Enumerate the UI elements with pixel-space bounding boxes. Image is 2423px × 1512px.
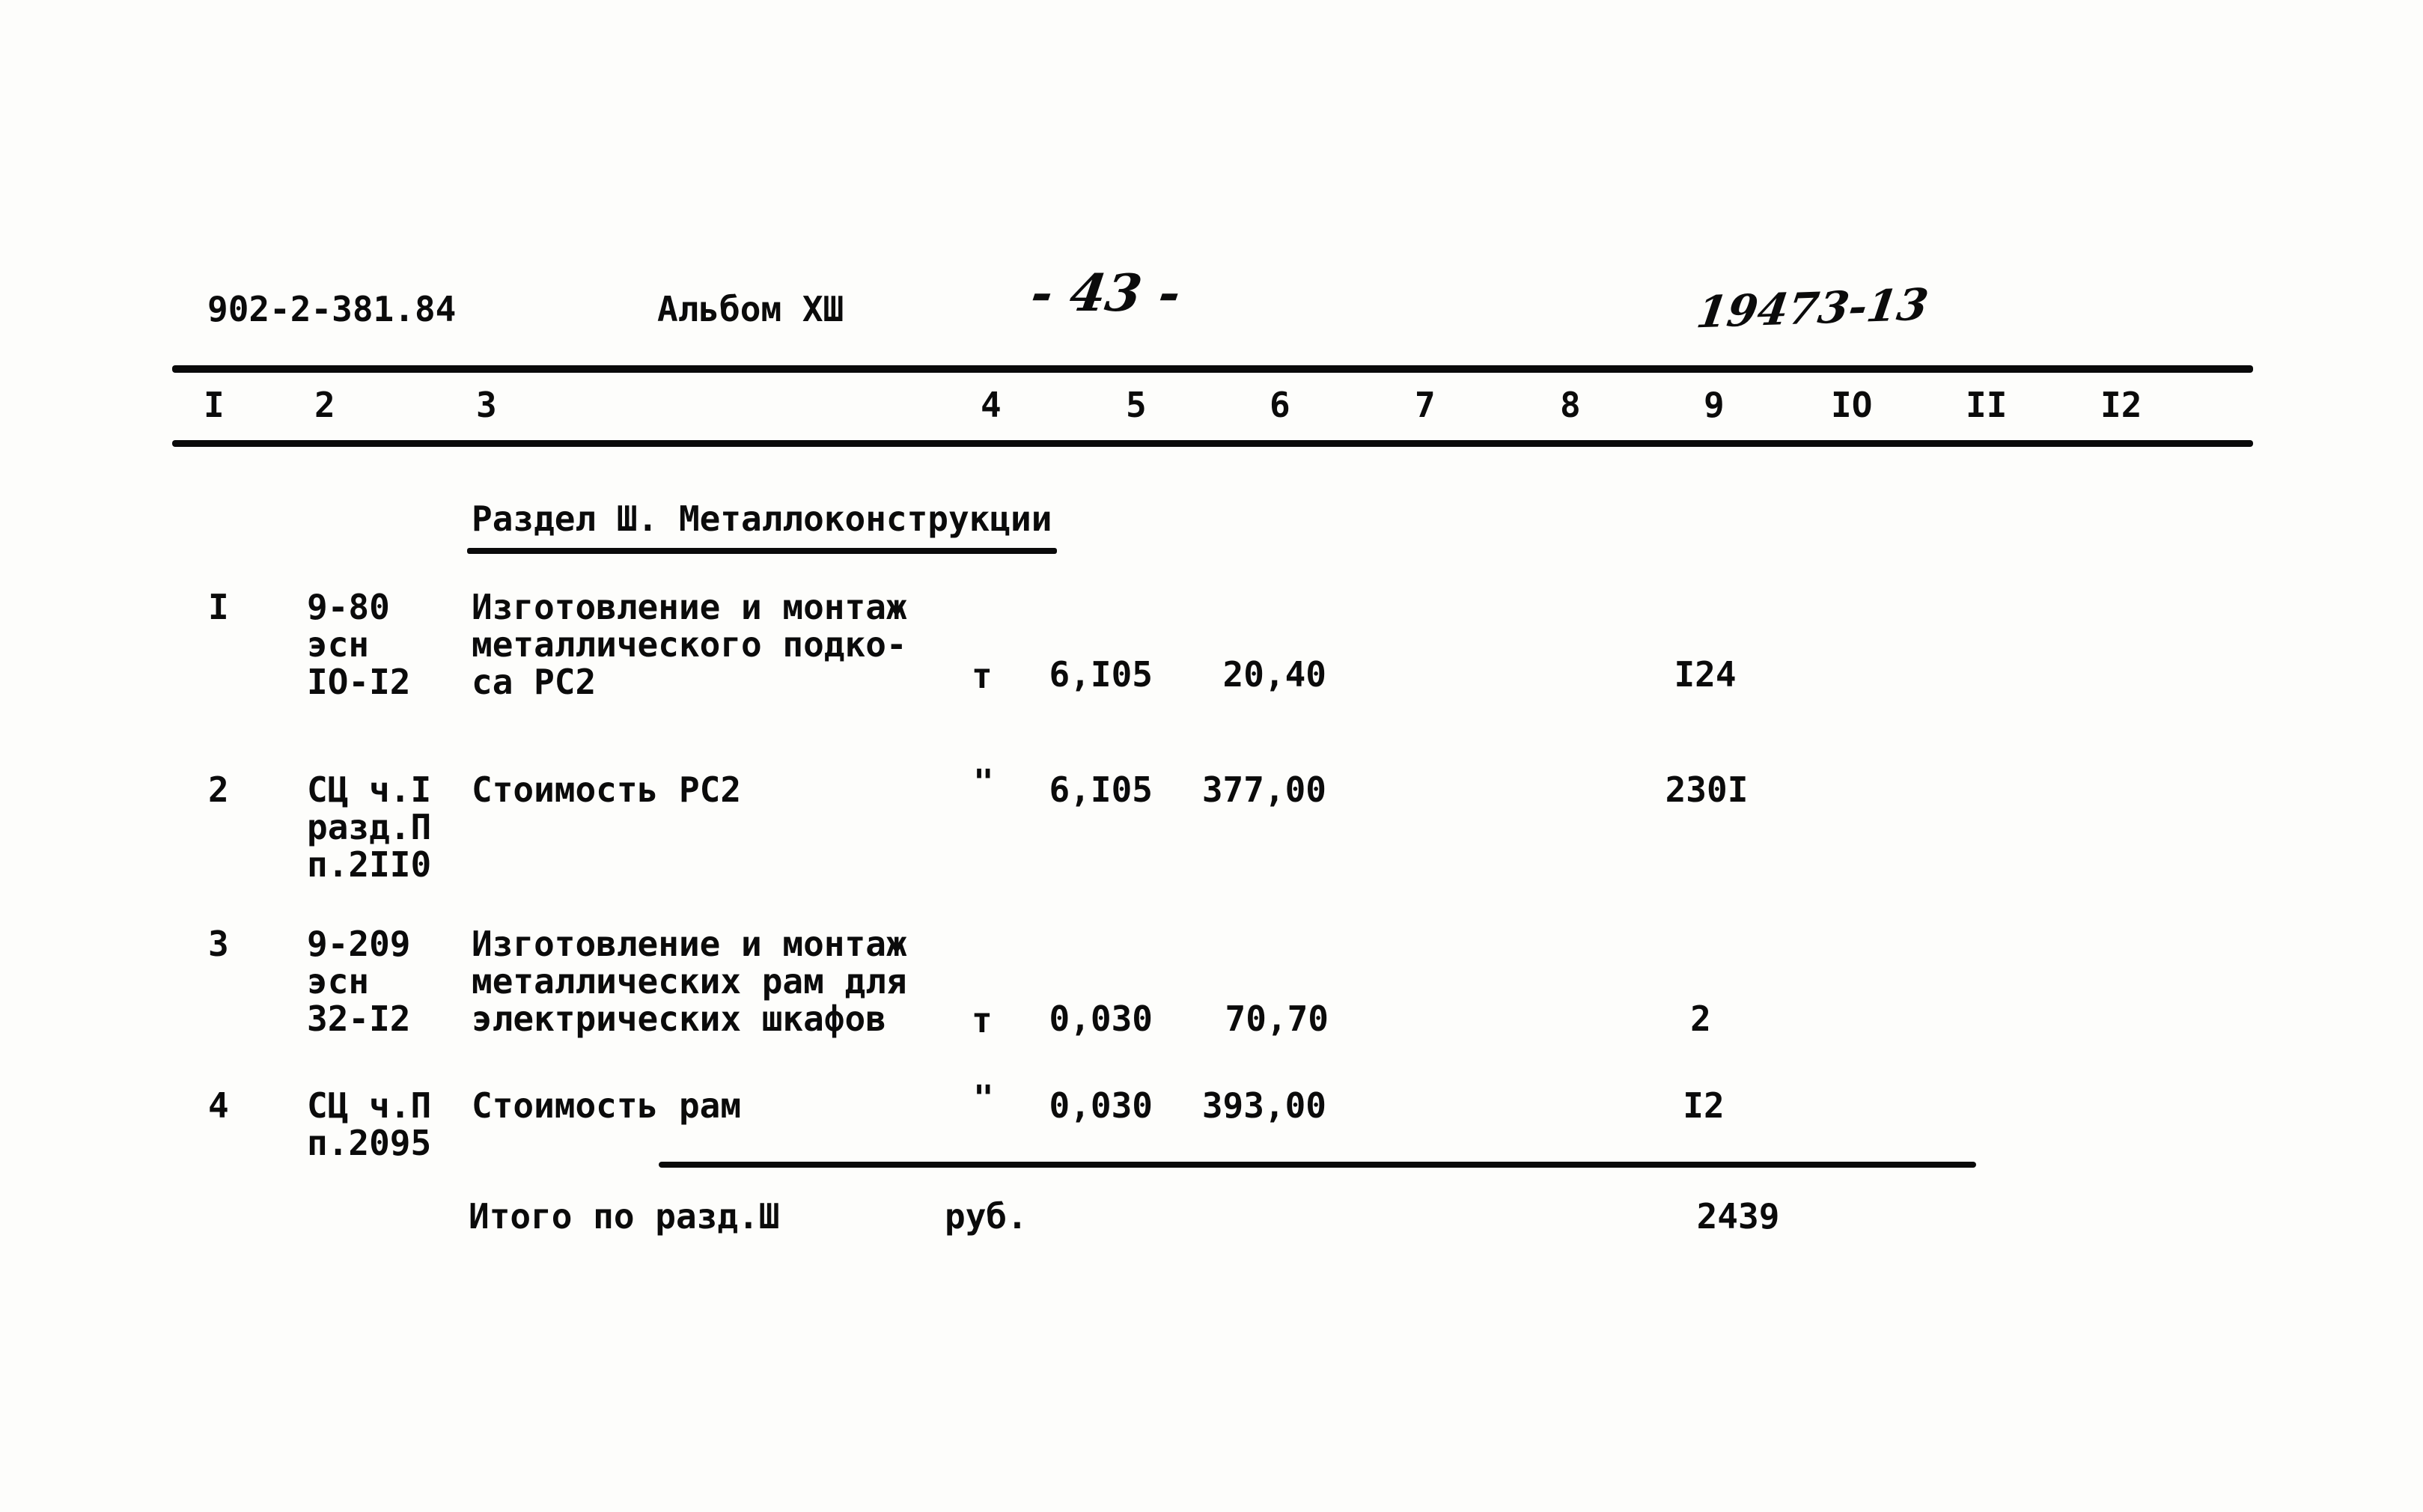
row-code-cell: СЦ ч.I разд.П п.2II0 [307, 769, 432, 885]
row-qty-cell: 6,I05 [1049, 654, 1153, 695]
column-number-6: 6 [1270, 385, 1290, 425]
column-number-9: 9 [1704, 385, 1725, 425]
row-qty-cell: 6,I05 [1049, 769, 1153, 810]
handwritten-inventory-number: 19473-13 [1693, 278, 1932, 338]
totals-label: Итого по разд.Ш [469, 1196, 780, 1237]
table-top-rule [172, 365, 2253, 373]
totals-separator-rule [659, 1162, 1976, 1168]
row-total-cell: I24 [1674, 654, 1737, 695]
doc-number: 902-2-381.84 [207, 289, 457, 329]
row-name-cell: Изготовление и монтаж металлических рам … [472, 924, 907, 1039]
row-price-cell: 20,40 [1222, 654, 1326, 695]
row-number-cell: 3 [208, 924, 229, 964]
row-name-cell: Стоимость рам [472, 1085, 742, 1126]
row-qty-cell: 0,030 [1049, 999, 1153, 1039]
column-number-5: 5 [1126, 385, 1147, 425]
row-unit-cell: " [973, 762, 994, 802]
column-number-1: I [204, 385, 225, 425]
row-price-cell: 377,00 [1201, 769, 1326, 810]
row-price-cell: 70,70 [1225, 999, 1329, 1039]
totals-total-cell: 2439 [1696, 1196, 1780, 1237]
row-code-cell: СЦ ч.П п.2095 [307, 1085, 432, 1163]
row-code-cell: 9-80 эсн IO-I2 [307, 587, 411, 702]
section-title-underline [467, 548, 1057, 554]
column-number-11: II [1966, 385, 2008, 425]
row-name-cell: Стоимость РС2 [472, 769, 742, 810]
page-number: - 43 - [1027, 263, 1185, 323]
row-qty-cell: 0,030 [1049, 1085, 1153, 1126]
row-code-cell: 9-209 эсн 32-I2 [307, 924, 411, 1039]
row-number-cell: I [208, 587, 229, 627]
column-number-3: 3 [476, 385, 497, 425]
column-number-4: 4 [981, 385, 1002, 425]
column-number-12: I2 [2100, 385, 2142, 425]
column-number-10: IO [1831, 385, 1873, 425]
row-total-cell: 2 [1690, 999, 1711, 1039]
section-title: Раздел Ш. Металлоконструкции [472, 499, 1052, 539]
row-unit-cell: т [972, 1000, 993, 1040]
row-total-cell: 230I [1665, 769, 1749, 810]
table-header-bottom-rule [172, 440, 2253, 447]
row-total-cell: I2 [1683, 1085, 1725, 1126]
row-unit-cell: т [972, 656, 993, 696]
totals-unit-cell: руб. [945, 1196, 1028, 1237]
album-title: Альбом ХШ [657, 289, 844, 329]
row-number-cell: 2 [208, 769, 229, 810]
row-unit-cell: " [973, 1078, 994, 1118]
column-number-7: 7 [1415, 385, 1436, 425]
column-number-8: 8 [1560, 385, 1581, 425]
row-number-cell: 4 [208, 1085, 229, 1126]
row-price-cell: 393,00 [1201, 1085, 1326, 1126]
row-name-cell: Изготовление и монтаж металлического под… [472, 587, 907, 702]
column-number-2: 2 [314, 385, 335, 425]
